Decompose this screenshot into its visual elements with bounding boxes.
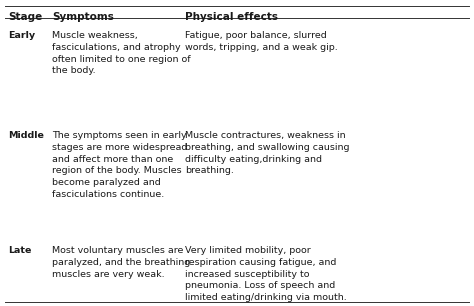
Text: Stage: Stage <box>8 12 42 22</box>
Text: The symptoms seen in early
stages are more widespread
and affect more than one
r: The symptoms seen in early stages are mo… <box>52 131 187 199</box>
Text: Symptoms: Symptoms <box>52 12 114 22</box>
Text: Physical effects: Physical effects <box>185 12 278 22</box>
Text: Middle: Middle <box>8 131 44 140</box>
Text: Very limited mobility, poor
respiration causing fatigue, and
increased susceptib: Very limited mobility, poor respiration … <box>185 246 347 302</box>
Text: Muscle contractures, weakness in
breathing, and swallowing causing
difficulty ea: Muscle contractures, weakness in breathi… <box>185 131 349 175</box>
Text: Fatigue, poor balance, slurred
words, tripping, and a weak gip.: Fatigue, poor balance, slurred words, tr… <box>185 31 338 52</box>
Text: Most voluntary muscles are
paralyzed, and the breathing
muscles are very weak.: Most voluntary muscles are paralyzed, an… <box>52 246 190 278</box>
Text: Late: Late <box>8 246 31 255</box>
Text: Muscle weakness,
fasciculations, and atrophy
often limited to one region of
the : Muscle weakness, fasciculations, and atr… <box>52 31 191 75</box>
Text: Early: Early <box>8 31 35 40</box>
